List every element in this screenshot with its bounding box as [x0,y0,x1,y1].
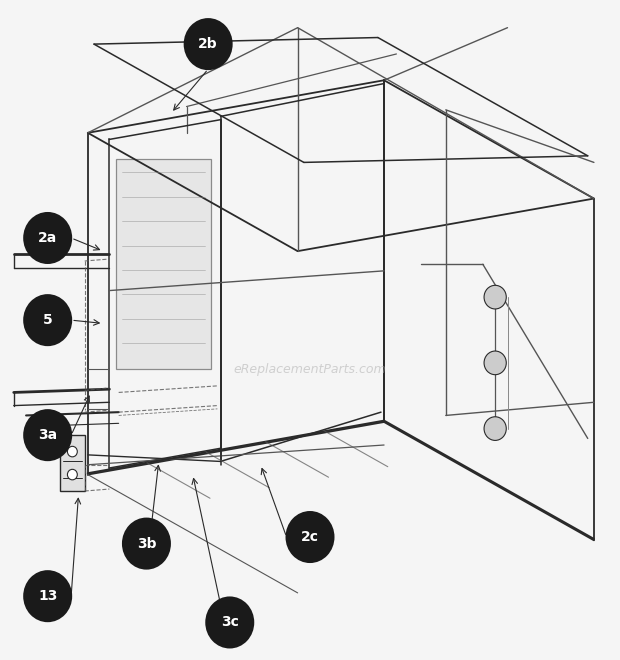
Text: 2b: 2b [198,37,218,51]
Text: 3a: 3a [38,428,57,442]
Text: 2a: 2a [38,231,57,245]
Circle shape [484,351,507,375]
Circle shape [24,571,71,621]
Circle shape [68,469,78,480]
Circle shape [123,519,170,568]
Circle shape [24,410,71,460]
Text: 5: 5 [43,313,53,327]
Circle shape [206,597,253,647]
FancyBboxPatch shape [60,435,85,491]
Circle shape [484,416,507,440]
Text: eReplacementParts.com: eReplacementParts.com [234,363,386,376]
Circle shape [185,19,232,69]
Circle shape [68,446,78,457]
Text: 3c: 3c [221,616,239,630]
Circle shape [24,213,71,263]
FancyBboxPatch shape [115,159,211,370]
Circle shape [484,285,507,309]
Text: 3b: 3b [136,537,156,550]
Text: 2c: 2c [301,530,319,544]
Circle shape [24,295,71,345]
Circle shape [286,512,334,562]
Text: 13: 13 [38,589,58,603]
